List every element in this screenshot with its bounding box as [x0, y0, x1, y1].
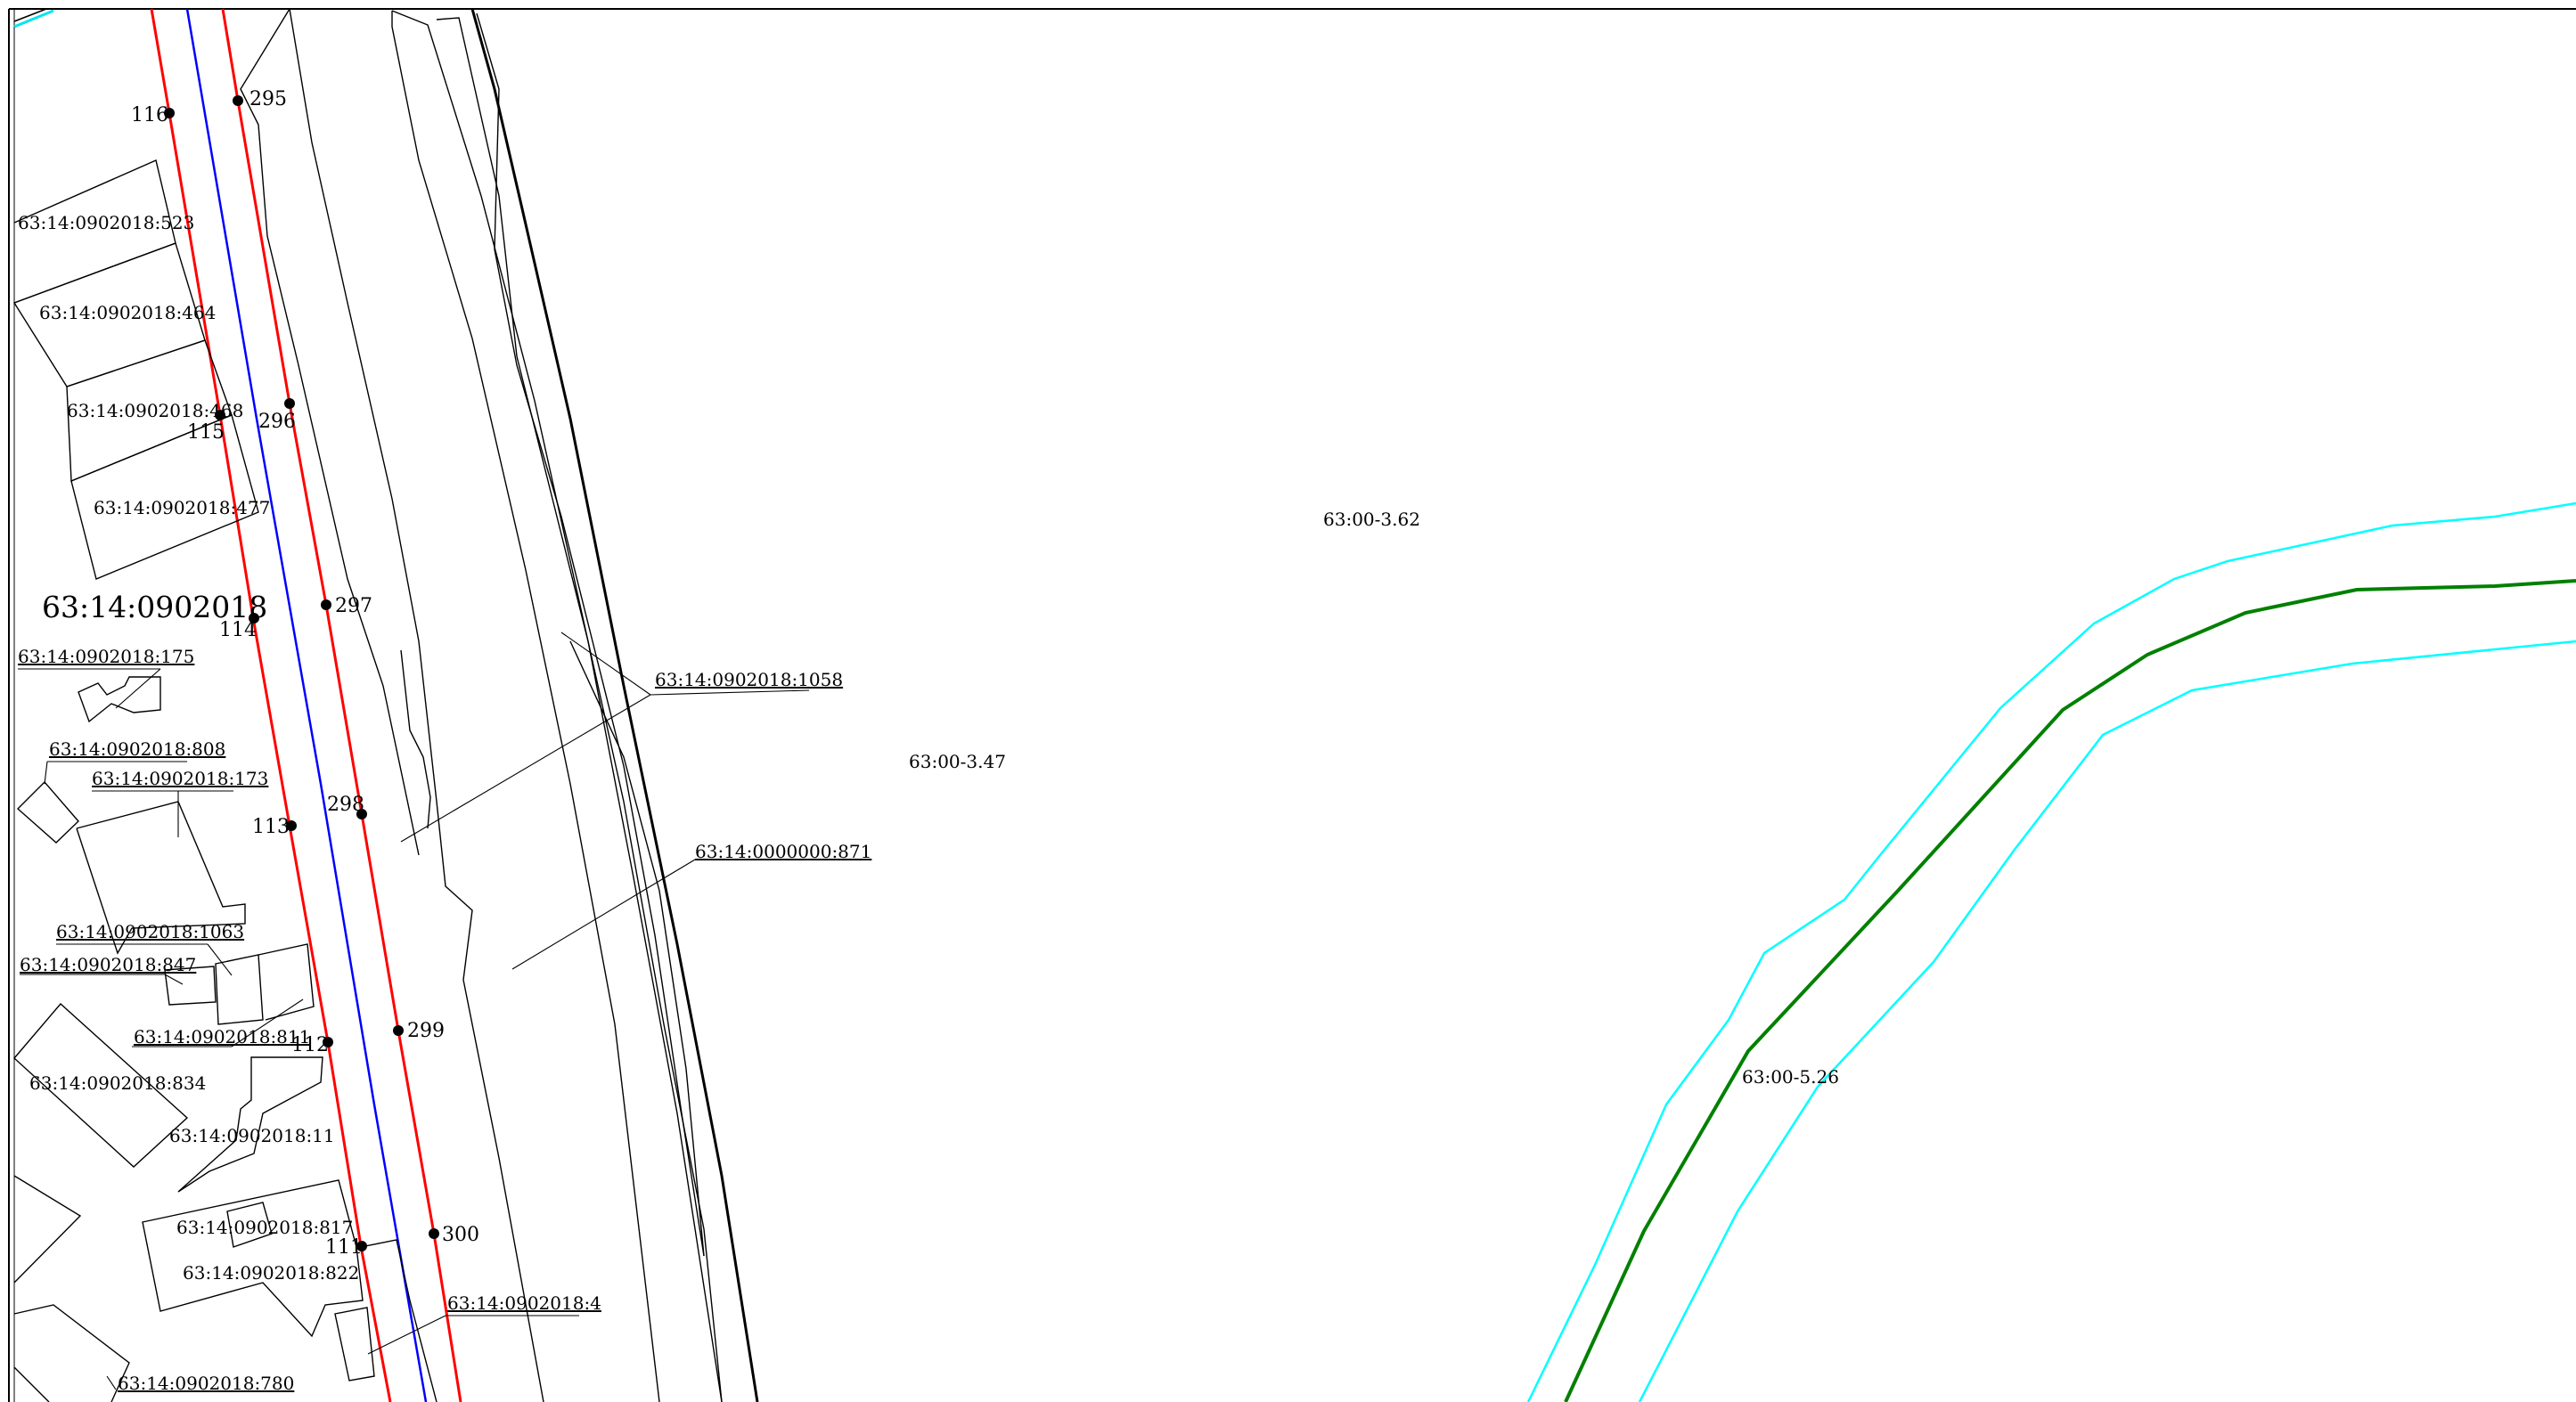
point-marker-298	[356, 809, 367, 819]
boundary-points	[164, 95, 439, 1251]
point-label-111: 111	[325, 1236, 363, 1259]
point-marker-299	[393, 1025, 404, 1036]
parcel-labels: 63:14:0902018:523 63:14:0902018:464 63:1…	[18, 212, 871, 1394]
point-label-112: 112	[291, 1034, 329, 1056]
point-label-296: 296	[258, 411, 296, 433]
point-label-295: 295	[249, 88, 287, 110]
point-marker-116	[164, 108, 175, 118]
cadastral-block-label: 63:14:0902018	[42, 590, 267, 624]
point-marker-300	[429, 1228, 439, 1239]
parcel-label-175: 63:14:0902018:175	[18, 646, 194, 667]
parcel-label-173: 63:14:0902018:173	[92, 768, 268, 789]
point-marker-112	[323, 1037, 333, 1047]
point-label-299: 299	[407, 1020, 445, 1042]
parcel-label-822: 63:14:0902018:822	[183, 1262, 359, 1284]
road-corridor-lines	[240, 8, 723, 1402]
parcel-label-11: 63:14:0902018:11	[169, 1125, 335, 1146]
parcel-label-464: 63:14:0902018:464	[39, 302, 216, 323]
zone-lines	[1526, 501, 2576, 1402]
road-boundary-line	[470, 8, 759, 1402]
point-label-298: 298	[327, 794, 364, 816]
parcel-label-468: 63:14:0902018:468	[67, 400, 243, 421]
zone-label-5-26: 63:00-5.26	[1742, 1066, 1839, 1088]
point-label-297: 297	[335, 595, 372, 617]
point-numbers: 116 115 114 113 112 111 295 296 297 298 …	[131, 88, 479, 1259]
point-marker-113	[286, 820, 297, 831]
parcel-label-811: 63:14:0902018:811	[134, 1026, 310, 1047]
point-marker-295	[233, 95, 243, 106]
point-marker-115	[215, 410, 225, 420]
zone-label-3-47: 63:00-3.47	[909, 751, 1006, 772]
parcel-label-808: 63:14:0902018:808	[49, 738, 225, 760]
point-label-115: 115	[187, 421, 225, 444]
water-protection-line	[1564, 579, 2576, 1402]
point-marker-297	[321, 599, 331, 610]
blue-line	[185, 8, 428, 1402]
point-label-113: 113	[252, 816, 290, 838]
point-label-300: 300	[442, 1224, 479, 1246]
parcel-label-1058: 63:14:0902018:1058	[655, 669, 843, 690]
parcel-label-817: 63:14:0902018:817	[176, 1217, 353, 1238]
point-label-116: 116	[131, 104, 168, 126]
red-lines	[150, 8, 462, 1402]
map-frame	[8, 8, 2576, 1402]
zone-labels: 63:00-3.62 63:00-3.47 63:00-5.26	[909, 509, 1839, 1088]
parcel-label-847: 63:14:0902018:847	[20, 954, 196, 975]
parcel-label-477: 63:14:0902018:477	[94, 497, 270, 518]
point-marker-296	[284, 398, 295, 409]
zone-label-3-62: 63:00-3.62	[1323, 509, 1420, 530]
parcel-label-523: 63:14:0902018:523	[18, 212, 194, 233]
point-label-114: 114	[219, 619, 257, 641]
parcel-outlines	[12, 159, 438, 1402]
point-marker-114	[249, 613, 259, 624]
parcel-label-1063: 63:14:0902018:1063	[56, 921, 244, 942]
point-marker-111	[356, 1241, 367, 1251]
parcel-label-834: 63:14:0902018:834	[29, 1072, 206, 1094]
parcel-label-4: 63:14:0902018:4	[447, 1292, 601, 1314]
parcel-label-780: 63:14:0902018:780	[118, 1373, 294, 1394]
leader-lines	[18, 632, 838, 1390]
parcel-label-871: 63:14:0000000:871	[695, 841, 871, 862]
